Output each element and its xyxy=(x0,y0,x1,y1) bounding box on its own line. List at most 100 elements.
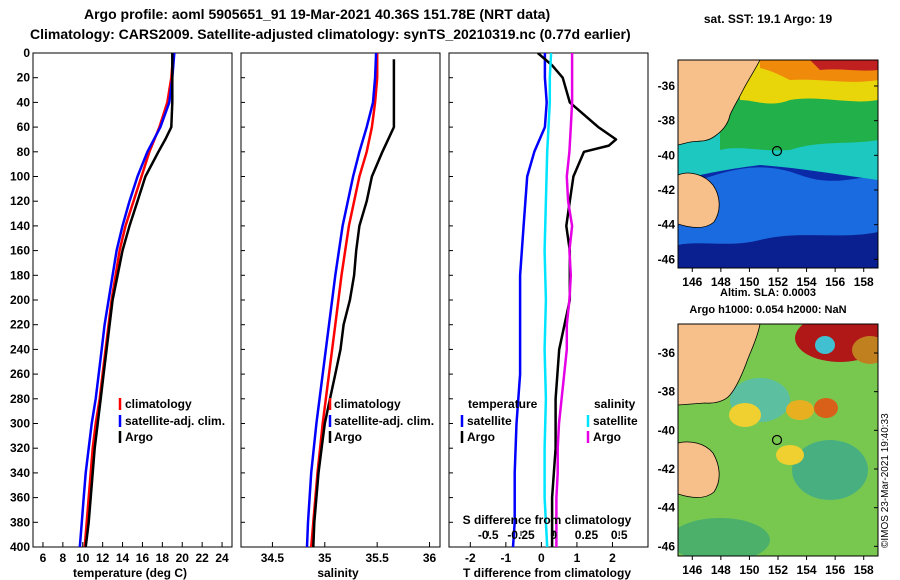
x2-tick-label: 0.5 xyxy=(611,528,628,542)
x-tick-label: 8 xyxy=(60,551,67,565)
x2-tick-label: -0.5 xyxy=(478,528,499,542)
y-tick-label: 220 xyxy=(10,318,30,332)
temperature-lines xyxy=(78,53,176,547)
y-tick-label: 380 xyxy=(10,515,30,529)
x-tick-label: 20 xyxy=(176,551,190,565)
sla-low-patch xyxy=(792,440,868,500)
series-line-satellite-adj-clim- xyxy=(305,53,378,547)
x-tick-label: 6 xyxy=(40,551,47,565)
x-tick-label: 14 xyxy=(116,551,130,565)
chart-title-line2: Climatology: CARS2009. Satellite-adjuste… xyxy=(30,26,631,42)
y-tick-label: 100 xyxy=(10,170,30,184)
map-x-tick-label: 146 xyxy=(682,275,702,289)
x-tick-label: 0 xyxy=(538,551,545,565)
map-x-tick-label: 158 xyxy=(854,275,874,289)
x-tick-label: 18 xyxy=(156,551,170,565)
y-tick-label: 60 xyxy=(17,120,31,134)
map-y-tick-label: -46 xyxy=(658,252,676,266)
map-x-tick-label: 152 xyxy=(768,563,788,577)
map-y-tick-label: -42 xyxy=(658,183,676,197)
x-tick-label: 16 xyxy=(136,551,150,565)
map-y-tick-label: -38 xyxy=(658,114,676,128)
y-tick-label: 320 xyxy=(10,441,30,455)
y-tick-label: 240 xyxy=(10,342,30,356)
salinity-lines xyxy=(305,53,396,547)
sla-argo-marker xyxy=(771,434,783,446)
sla-high-patch xyxy=(786,400,814,420)
sla-map-panel: Altim. SLA: 0.0003 Argo h1000: 0.054 h20… xyxy=(658,287,879,577)
salinity-axes-frame xyxy=(240,52,441,548)
s-difference-xlabel: S difference from climatology xyxy=(463,513,632,527)
imos-timestamp-label: ©IMOS 23-Mar-2021 19:40:33 xyxy=(880,413,891,548)
x-tick-label: 10 xyxy=(76,551,90,565)
y-tick-label: 180 xyxy=(10,268,30,282)
series-line-satellite-adj-clim- xyxy=(78,53,176,547)
map-x-tick-label: 158 xyxy=(854,563,874,577)
salinity-panel: 34.5 35 35.5 36 salinity climatology satell… xyxy=(240,52,441,580)
legend-label-argo: Argo xyxy=(125,430,153,444)
y-tick-label: 300 xyxy=(10,417,30,431)
difference-lines xyxy=(511,53,618,547)
sla-high-patch xyxy=(776,445,804,465)
y-tick-label: 20 xyxy=(17,71,31,85)
x-tick-label: 12 xyxy=(96,551,110,565)
y-tick-label: 140 xyxy=(10,219,30,233)
sst-map-field xyxy=(678,60,878,268)
x-tick-label: 1 xyxy=(574,551,581,565)
series-line-t-satellite xyxy=(511,53,548,547)
x-tick-label: 35 xyxy=(318,551,332,565)
sst-map-title: sat. SST: 19.1 Argo: 19 xyxy=(704,12,833,26)
temperature-axes-frame xyxy=(32,52,233,548)
map-y-tick-label: -38 xyxy=(658,385,676,399)
sla-map-field xyxy=(678,324,878,556)
sla-map-subtitle: Argo h1000: 0.054 h2000: NaN xyxy=(689,304,846,316)
y-tick-label: 200 xyxy=(10,293,30,307)
legend-label-satellite: satellite-adj. clim. xyxy=(334,414,434,428)
legend-label-s-argo: Argo xyxy=(593,430,621,444)
x-tick-label: 2 xyxy=(609,551,616,565)
legend-title-temperature: temperature xyxy=(468,397,538,411)
map-y-tick-label: -36 xyxy=(658,79,676,93)
chart-title-line1: Argo profile: aoml 5905651_91 19-Mar-202… xyxy=(84,6,551,22)
y-tick-label: 260 xyxy=(10,367,30,381)
x-tick-label: 24 xyxy=(215,551,229,565)
sla-high-patch xyxy=(814,398,838,418)
sla-map-ticks: 146 148 150 152 154 156 158 -36 -38 -40 -42 -44 -46 xyxy=(658,346,878,577)
y-tick-label: 280 xyxy=(10,392,30,406)
x-tick-label: -2 xyxy=(465,551,476,565)
legend-label-climatology: climatology xyxy=(125,397,192,411)
temperature-legend: climatology satellite-adj. clim. Argo xyxy=(118,397,225,444)
salinity-xlabel: salinity xyxy=(317,566,359,580)
map-y-tick-label: -44 xyxy=(658,218,676,232)
sla-australia-mainland xyxy=(678,324,761,406)
sst-map-panel: sat. SST: 19.1 Argo: 19 146 148 150 152 154 1… xyxy=(658,12,879,289)
map-x-tick-label: 146 xyxy=(682,563,702,577)
map-x-tick-label: 148 xyxy=(711,275,731,289)
x2-tick-label: -0.25 xyxy=(507,528,535,542)
x2-tick-label: 0.25 xyxy=(575,528,599,542)
map-x-tick-label: 156 xyxy=(825,563,845,577)
sla-high-patch xyxy=(729,403,761,427)
series-line-argo xyxy=(312,59,396,547)
salinity-legend: climatology satellite-adj. clim. Argo xyxy=(328,397,434,444)
y-tick-label: 120 xyxy=(10,194,30,208)
legend-label-argo: Argo xyxy=(334,430,362,444)
x-tick-label: 34.5 xyxy=(261,551,285,565)
t-difference-xlabel: T difference from climatology xyxy=(463,566,631,580)
x2-tick-label: 0 xyxy=(550,528,557,542)
legend-title-salinity: salinity xyxy=(594,397,636,411)
series-line-argo xyxy=(84,53,174,547)
map-y-tick-label: -40 xyxy=(658,423,676,437)
sst-argo-marker xyxy=(771,145,783,157)
sla-low-core xyxy=(815,336,835,354)
x-tick-label: 36 xyxy=(423,551,437,565)
map-y-tick-label: -46 xyxy=(658,539,676,553)
series-line-t-argo xyxy=(536,53,618,547)
map-y-tick-label: -42 xyxy=(658,462,676,476)
sst-tasmania xyxy=(678,172,720,228)
series-line-s-satellite xyxy=(543,53,553,547)
map-x-tick-label: 150 xyxy=(739,275,759,289)
sla-tasmania xyxy=(678,441,720,498)
temperature-xlabel: temperature (deg C) xyxy=(73,566,187,580)
